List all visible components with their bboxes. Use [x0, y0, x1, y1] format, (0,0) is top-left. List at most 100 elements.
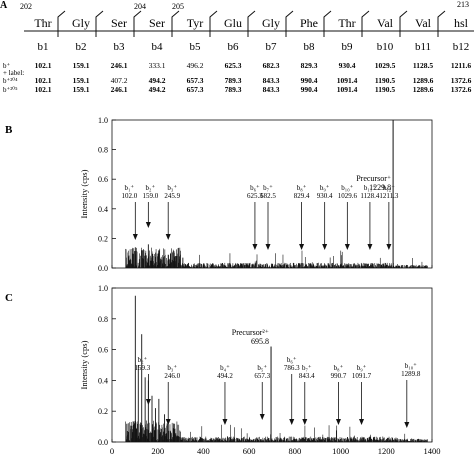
- residue-thr: Thr: [34, 16, 51, 30]
- precursor-label: Precursor²⁺: [232, 328, 269, 337]
- panel-a-sequence-table: A Thr Gly Ser Ser Tyr Glu Gly Phe Thr Val Val hsl 20…: [0, 0, 474, 94]
- arrow-head: [344, 244, 350, 250]
- ion-header: b8: [304, 41, 316, 53]
- table-cell: 789.3: [225, 76, 242, 85]
- table-cell: 246.1: [111, 85, 128, 94]
- table-cell: 494.2: [149, 76, 166, 85]
- x-tick-label: 600: [243, 446, 256, 456]
- ion-label: b₉⁺: [320, 184, 330, 192]
- arrow-head: [145, 222, 151, 228]
- ion-mz-label: 1289.8: [401, 370, 421, 378]
- spectrum-peaks: [125, 295, 428, 442]
- table-row-label: b⁺²⁰⁵: [3, 86, 18, 94]
- table-cell: 1091.4: [337, 85, 358, 94]
- arrow-head: [302, 419, 308, 425]
- ion-label: b₁₁⁺: [364, 184, 376, 192]
- cleavage-marker: [95, 10, 104, 37]
- table-cell: 990.4: [301, 76, 318, 85]
- arrow-head: [132, 234, 138, 240]
- table-cell: 657.3: [187, 85, 204, 94]
- x-tick-label: 800: [288, 446, 301, 456]
- ion-mz-label: 625.3: [247, 192, 263, 200]
- x-tick-label: 1200: [378, 446, 395, 456]
- arrow-head: [265, 244, 271, 250]
- ion-mz-label: 246.0: [164, 372, 180, 380]
- cleavage-marker: [171, 10, 180, 37]
- table-cell: 102.1: [35, 61, 52, 70]
- ion-mz-label: 786.3: [284, 364, 300, 372]
- y-tick-label: 0.0: [98, 438, 108, 447]
- residue-position-number: 205: [172, 2, 184, 11]
- arrow-head: [335, 419, 341, 425]
- arrow-head: [252, 244, 258, 250]
- ion-mz-label: 1091.7: [352, 372, 372, 380]
- y-tick-label: 0.4: [98, 376, 108, 385]
- cleavage-marker: [57, 10, 66, 37]
- table-cell: 625.3: [225, 61, 242, 70]
- table-cell: 829.3: [301, 61, 318, 70]
- cleavage-marker: [285, 10, 294, 37]
- arrow-head: [145, 399, 151, 405]
- table-cell: 1128.5: [413, 61, 433, 70]
- ion-mz-label: 1211.3: [379, 192, 398, 200]
- ion-header: b6: [228, 41, 240, 53]
- arrow-head: [367, 244, 373, 250]
- panel-b-spectrum: B 0.0 0.2 0.4 0.6 0.8 1.0 Intensity (cps) Precu…: [5, 116, 433, 273]
- cleavage-marker: [133, 10, 142, 37]
- ion-label: b₇⁺: [302, 364, 312, 372]
- ion-mz-label: 159.3: [135, 364, 151, 372]
- table-cell: 1091.4: [337, 76, 358, 85]
- cleavage-marker: [361, 10, 370, 37]
- ion-label: b₅⁺: [257, 364, 267, 372]
- arrow-head: [322, 244, 328, 250]
- y-tick-label: 0.0: [98, 264, 108, 273]
- ion-label: b₉⁺: [357, 364, 367, 372]
- precursor-mz: 695.8: [251, 337, 269, 346]
- ion-header-row: b1 b2 b3 b4 b5 b6 b7 b8 b9 b10 b11 b12: [38, 41, 470, 53]
- ion-header: b2: [76, 41, 87, 53]
- ion-label: b₆⁺: [287, 356, 297, 364]
- ion-mz-label: 843.4: [299, 372, 315, 380]
- table-cell: 843.3: [263, 76, 280, 85]
- ion-label: b₁⁺: [124, 184, 134, 192]
- ion-label: b₃⁺: [167, 364, 177, 372]
- residue-position-number: 213: [457, 0, 469, 9]
- panel-c-spectrum: C 0.0 0.2 0.4 0.6 0.8 1.0 0 200 400 600 800 1000 120…: [5, 284, 441, 456]
- residue-ser: Ser: [111, 16, 127, 30]
- y-axis-label: Intensity (cps): [79, 169, 89, 218]
- ion-header: b4: [152, 41, 164, 53]
- ion-header: b9: [342, 41, 354, 53]
- y-tick-label: 1.0: [98, 116, 108, 125]
- residue-position-number: 204: [134, 2, 146, 11]
- ion-label: b₁₀⁺: [341, 184, 353, 192]
- panel-b-label: B: [5, 124, 13, 136]
- x-tick-label: 400: [197, 446, 210, 456]
- table-cell: 1289.6: [413, 85, 434, 94]
- cleavage-marker: [323, 10, 332, 37]
- ion-label: b₈⁺: [297, 184, 307, 192]
- residue-val: Val: [377, 16, 394, 30]
- cleavage-marker: [209, 10, 218, 37]
- ion-label: b₁₂⁺: [383, 184, 395, 192]
- ion-mz-label: 1128.4: [360, 192, 379, 200]
- ion-label: b₂⁺: [138, 356, 148, 364]
- x-tick-label: 200: [151, 446, 164, 456]
- ion-label: b₃⁺: [167, 184, 177, 192]
- residue-tyr: Tyr: [187, 16, 204, 30]
- table-cell: 159.1: [73, 76, 90, 85]
- precursor-label: Precursor⁺: [356, 174, 391, 183]
- table-cell: 1372.6: [451, 76, 472, 85]
- table-cell: 1289.6: [413, 76, 434, 85]
- arrow-head: [259, 414, 265, 420]
- y-tick-label: 0.4: [98, 205, 108, 214]
- ion-mz-label: 494.2: [217, 372, 233, 380]
- y-tick-label: 0.6: [98, 175, 108, 184]
- ion-header: b5: [190, 41, 202, 53]
- table-cell: 1211.6: [451, 61, 471, 70]
- ion-header: b7: [266, 41, 278, 53]
- table-cell: 657.3: [187, 76, 204, 85]
- arrow-head: [359, 419, 365, 425]
- cleavage-marker: [437, 10, 446, 37]
- arrow-head: [165, 234, 171, 240]
- spectrum-peaks: [125, 244, 428, 268]
